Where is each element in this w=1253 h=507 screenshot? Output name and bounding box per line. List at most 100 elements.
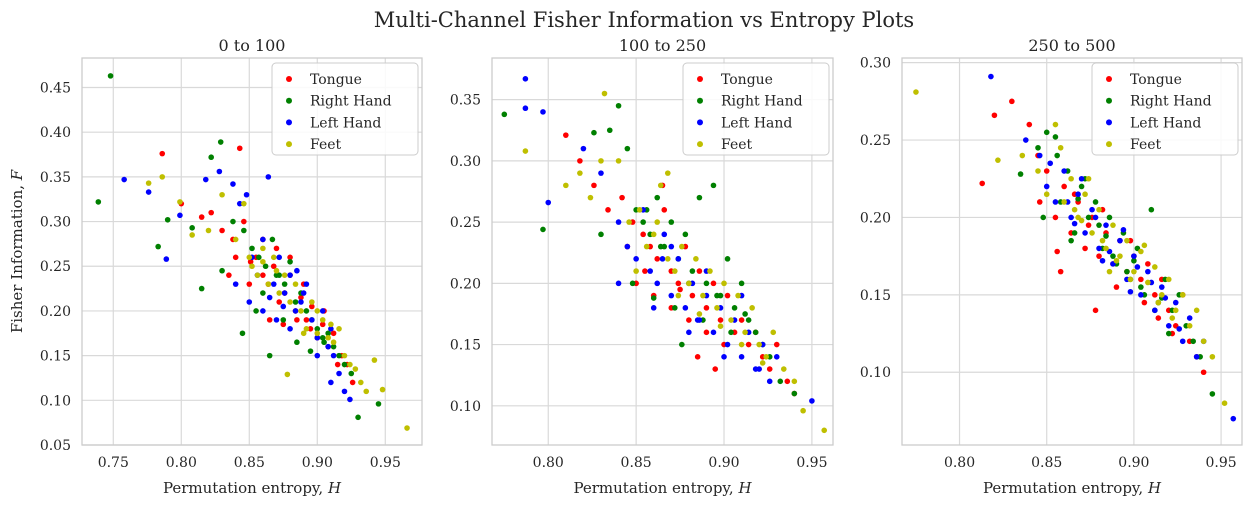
y-tick-label: 0.25 — [450, 215, 481, 231]
legend-label: Feet — [721, 137, 753, 153]
point-tongue — [1113, 284, 1120, 290]
point-feet — [577, 170, 583, 176]
point-feet — [1179, 292, 1186, 298]
point-tongue — [1145, 261, 1151, 267]
point-left-hand — [177, 212, 183, 219]
point-feet — [1221, 400, 1228, 407]
point-feet — [1103, 245, 1109, 252]
point-feet — [1131, 268, 1137, 275]
point-left-hand — [300, 290, 307, 296]
point-left-hand — [1092, 214, 1099, 221]
point-right-hand — [262, 263, 269, 270]
point-tongue — [232, 254, 239, 261]
point-left-hand — [328, 326, 334, 332]
y-tick-label: 0.20 — [450, 276, 481, 292]
point-feet — [145, 180, 152, 186]
point-left-hand — [265, 174, 272, 180]
point-left-hand — [1022, 137, 1029, 143]
point-feet — [1096, 206, 1102, 213]
point-right-hand — [672, 305, 678, 311]
point-right-hand — [615, 102, 622, 109]
point-right-hand — [540, 226, 546, 233]
x-axis-label: Permutation entropy, H — [983, 479, 1162, 497]
point-feet — [284, 371, 291, 378]
point-right-hand — [1068, 237, 1074, 244]
legend-marker — [286, 76, 292, 82]
point-tongue — [226, 272, 232, 278]
point-tongue — [686, 317, 692, 323]
point-right-hand — [155, 243, 161, 250]
point-left-hand — [1078, 175, 1085, 182]
point-right-hand — [682, 231, 689, 238]
legend-label: Right Hand — [721, 94, 803, 110]
legend-box — [682, 62, 830, 156]
point-feet — [1124, 237, 1130, 244]
point-feet — [598, 158, 604, 164]
point-tongue — [298, 294, 304, 301]
point-tongue — [1096, 253, 1102, 259]
point-feet — [1169, 315, 1176, 321]
point-feet — [358, 379, 364, 386]
point-tongue — [1152, 292, 1158, 298]
point-right-hand — [95, 199, 102, 205]
point-feet — [260, 258, 266, 265]
point-right-hand — [1138, 284, 1144, 290]
point-tongue — [219, 227, 225, 234]
legend-marker — [286, 141, 292, 148]
point-feet — [254, 272, 261, 278]
point-left-hand — [303, 281, 310, 287]
point-right-hand — [255, 254, 262, 261]
point-tongue — [724, 292, 731, 299]
point-tongue — [241, 218, 247, 225]
y-tick-label: 0.10 — [860, 365, 891, 381]
point-left-hand — [659, 256, 666, 262]
point-right-hand — [241, 227, 247, 234]
legend-box — [271, 62, 419, 156]
point-left-hand — [647, 268, 653, 274]
x-axis-label: Permutation entropy, H — [573, 479, 752, 497]
point-tongue — [349, 379, 356, 386]
point-right-hand — [303, 308, 310, 314]
point-feet — [1085, 175, 1092, 182]
point-left-hand — [756, 366, 762, 372]
point-right-hand — [1017, 171, 1024, 177]
point-right-hand — [791, 390, 798, 397]
point-tongue — [280, 321, 287, 328]
legend: Tongue Right Hand Left Hand Feet — [1091, 62, 1239, 156]
point-tongue — [303, 317, 310, 323]
point-left-hand — [724, 341, 731, 348]
point-feet — [1078, 217, 1085, 224]
point-left-hand — [773, 354, 780, 360]
point-feet — [721, 280, 727, 287]
plot-frame — [81, 57, 423, 446]
point-feet — [249, 263, 255, 270]
point-left-hand — [615, 280, 622, 287]
point-tongue — [605, 207, 611, 213]
point-left-hand — [236, 200, 243, 207]
point-left-hand — [1193, 353, 1200, 360]
point-left-hand — [266, 294, 273, 301]
y-tick-label: 0.05 — [40, 438, 71, 454]
point-feet — [309, 299, 315, 305]
point-left-hand — [1131, 253, 1137, 259]
subplot-title: 250 to 500 — [1028, 36, 1115, 55]
point-feet — [763, 354, 770, 360]
point-feet — [707, 268, 713, 274]
point-left-hand — [710, 329, 717, 336]
legend-label: Feet — [310, 137, 342, 153]
point-tongue — [640, 231, 646, 238]
point-feet — [1172, 307, 1179, 314]
point-feet — [657, 182, 664, 189]
point-tongue — [208, 209, 214, 216]
point-right-hand — [624, 145, 631, 152]
point-feet — [1145, 279, 1151, 286]
point-left-hand — [298, 299, 304, 305]
point-right-hand — [738, 280, 745, 287]
point-left-hand — [243, 191, 250, 198]
legend-marker — [697, 119, 703, 126]
point-left-hand — [1179, 338, 1186, 345]
point-right-hand — [273, 272, 280, 278]
point-right-hand — [280, 317, 287, 323]
point-left-hand — [522, 76, 529, 82]
